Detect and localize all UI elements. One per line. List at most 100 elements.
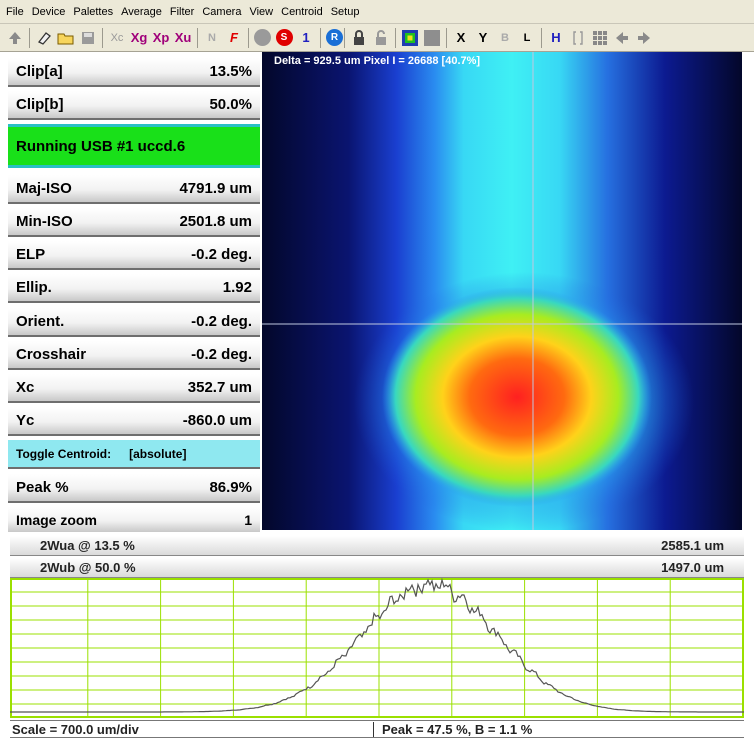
gray-square-icon[interactable]: [423, 27, 441, 49]
s-record-button[interactable]: S: [275, 29, 293, 46]
crosshair-label: Crosshair: [16, 346, 87, 363]
profile-grid: [10, 578, 744, 718]
open-folder-icon[interactable]: [57, 27, 75, 49]
xc-button[interactable]: Xc: [110, 31, 124, 44]
zoom-row: Image zoom 1: [8, 507, 260, 532]
grid-icon[interactable]: [591, 27, 609, 49]
beam-spot: [382, 287, 652, 507]
orient-label: Orient.: [16, 313, 65, 330]
zoom-value: 1: [244, 511, 252, 528]
palette-icon[interactable]: [401, 27, 419, 49]
toolbar-separator: [102, 27, 103, 48]
toolbar-separator: [29, 27, 30, 48]
menu-filter[interactable]: Filter: [169, 5, 195, 18]
scale-readout: Scale = 700.0 um/div: [10, 721, 374, 737]
width-a-row: 2Wua @ 13.5 % 2585.1 um: [10, 536, 744, 556]
x-button[interactable]: X: [456, 30, 466, 45]
xu-button[interactable]: Xu: [174, 30, 192, 45]
elp-label: ELP: [16, 246, 46, 263]
b-button[interactable]: B: [501, 31, 509, 44]
maj-iso-value: 4791.9 um: [179, 180, 252, 197]
yc-row: Yc -860.0 um: [8, 407, 260, 436]
maj-iso-row: Maj-ISO 4791.9 um: [8, 175, 260, 204]
toolbar-separator: [248, 27, 249, 48]
save-disk-icon[interactable]: [79, 27, 97, 49]
toolbar-separator: [541, 27, 542, 48]
maj-iso-label: Maj-ISO: [16, 180, 72, 197]
arrow-up-icon[interactable]: [6, 27, 24, 49]
toolbar-separator: [344, 27, 345, 48]
status-banner[interactable]: Running USB #1 uccd.6: [8, 124, 260, 168]
toolbar: Xc Xg Xp Xu N F S 1 R X Y B L H: [0, 24, 754, 52]
arrow-left-icon[interactable]: [613, 27, 631, 49]
peak-value: 86.9%: [209, 479, 252, 496]
toolbar-separator: [395, 27, 396, 48]
menu-device[interactable]: Device: [31, 5, 66, 18]
min-iso-label: Min-ISO: [16, 213, 73, 230]
stats-panel: Clip[a] 13.5% Clip[b] 50.0% Running USB …: [8, 56, 260, 532]
elp-row: ELP -0.2 deg.: [8, 241, 260, 270]
crosshair-value: -0.2 deg.: [191, 346, 252, 363]
one-button[interactable]: 1: [302, 30, 310, 45]
toolbar-separator: [320, 27, 321, 48]
bottom-status-bar: Scale = 700.0 um/div Peak = 47.5 %, B = …: [10, 720, 744, 738]
menu-bar: File Device Palettes Average Filter Came…: [0, 0, 754, 24]
width-a-value: 2585.1 um: [661, 538, 724, 553]
ellip-label: Ellip.: [16, 279, 52, 296]
n-button[interactable]: N: [208, 31, 216, 44]
ellip-row: Ellip. 1.92: [8, 274, 260, 303]
toggle-centroid-value: [absolute]: [129, 446, 187, 461]
profile-plot: [10, 577, 744, 718]
unlock-icon[interactable]: [372, 27, 390, 49]
yc-value: -860.0 um: [182, 412, 252, 429]
toggle-centroid-label: Toggle Centroid:: [16, 446, 112, 461]
menu-file[interactable]: File: [6, 5, 24, 18]
min-iso-row: Min-ISO 2501.8 um: [8, 208, 260, 237]
menu-palettes[interactable]: Palettes: [73, 5, 114, 18]
toggle-centroid-button[interactable]: Toggle Centroid: [absolute]: [8, 440, 260, 469]
clip-b-label: Clip[b]: [16, 96, 64, 113]
clip-b-value: 50.0%: [209, 96, 252, 113]
bracket-icon[interactable]: [569, 27, 587, 49]
clip-b-row: Clip[b] 50.0%: [8, 91, 260, 120]
xc-label: Xc: [16, 379, 35, 396]
menu-setup[interactable]: Setup: [330, 5, 360, 18]
xg-button[interactable]: Xg: [130, 30, 148, 45]
peak-row: Peak % 86.9%: [8, 474, 260, 503]
toolbar-separator: [197, 27, 198, 48]
menu-view[interactable]: View: [249, 5, 274, 18]
arrow-right-icon[interactable]: [635, 27, 653, 49]
width-b-label: 2Wub @ 50.0 %: [40, 560, 136, 575]
menu-average[interactable]: Average: [121, 5, 162, 18]
r-button[interactable]: R: [326, 29, 343, 46]
xc-value: 352.7 um: [187, 379, 252, 396]
width-b-row: 2Wub @ 50.0 % 1497.0 um: [10, 558, 744, 578]
l-button[interactable]: L: [523, 31, 531, 44]
toolbar-separator: [446, 27, 447, 48]
min-iso-value: 2501.8 um: [179, 213, 252, 230]
peak-readout: Peak = 47.5 %, B = 1.1 %: [382, 721, 533, 737]
delta-readout: Delta = 929.5 um Pixel I = 26688 [40.7%]: [274, 55, 481, 67]
lock-icon[interactable]: [350, 27, 368, 49]
f-button[interactable]: F: [230, 30, 238, 45]
status-text: Running USB #1 uccd.6: [16, 137, 186, 155]
crosshair-row: Crosshair -0.2 deg.: [8, 341, 260, 370]
menu-camera[interactable]: Camera: [202, 5, 242, 18]
yc-label: Yc: [16, 412, 35, 429]
y-button[interactable]: Y: [478, 30, 488, 45]
width-a-label: 2Wua @ 13.5 %: [40, 538, 135, 553]
elp-value: -0.2 deg.: [191, 246, 252, 263]
xp-button[interactable]: Xp: [152, 30, 170, 45]
width-b-value: 1497.0 um: [661, 560, 724, 575]
orient-value: -0.2 deg.: [191, 313, 252, 330]
orient-row: Orient. -0.2 deg.: [8, 308, 260, 337]
zoom-label: Image zoom: [16, 511, 97, 528]
xc-row: Xc 352.7 um: [8, 374, 260, 403]
gray-circle-icon[interactable]: [254, 29, 271, 46]
ellip-value: 1.92: [222, 279, 252, 296]
beam-image[interactable]: Delta = 929.5 um Pixel I = 26688 [40.7%]: [262, 52, 742, 530]
menu-centroid[interactable]: Centroid: [281, 5, 323, 18]
eraser-icon[interactable]: [35, 27, 53, 49]
h-button[interactable]: H: [551, 30, 561, 45]
clip-a-label: Clip[a]: [16, 63, 63, 80]
